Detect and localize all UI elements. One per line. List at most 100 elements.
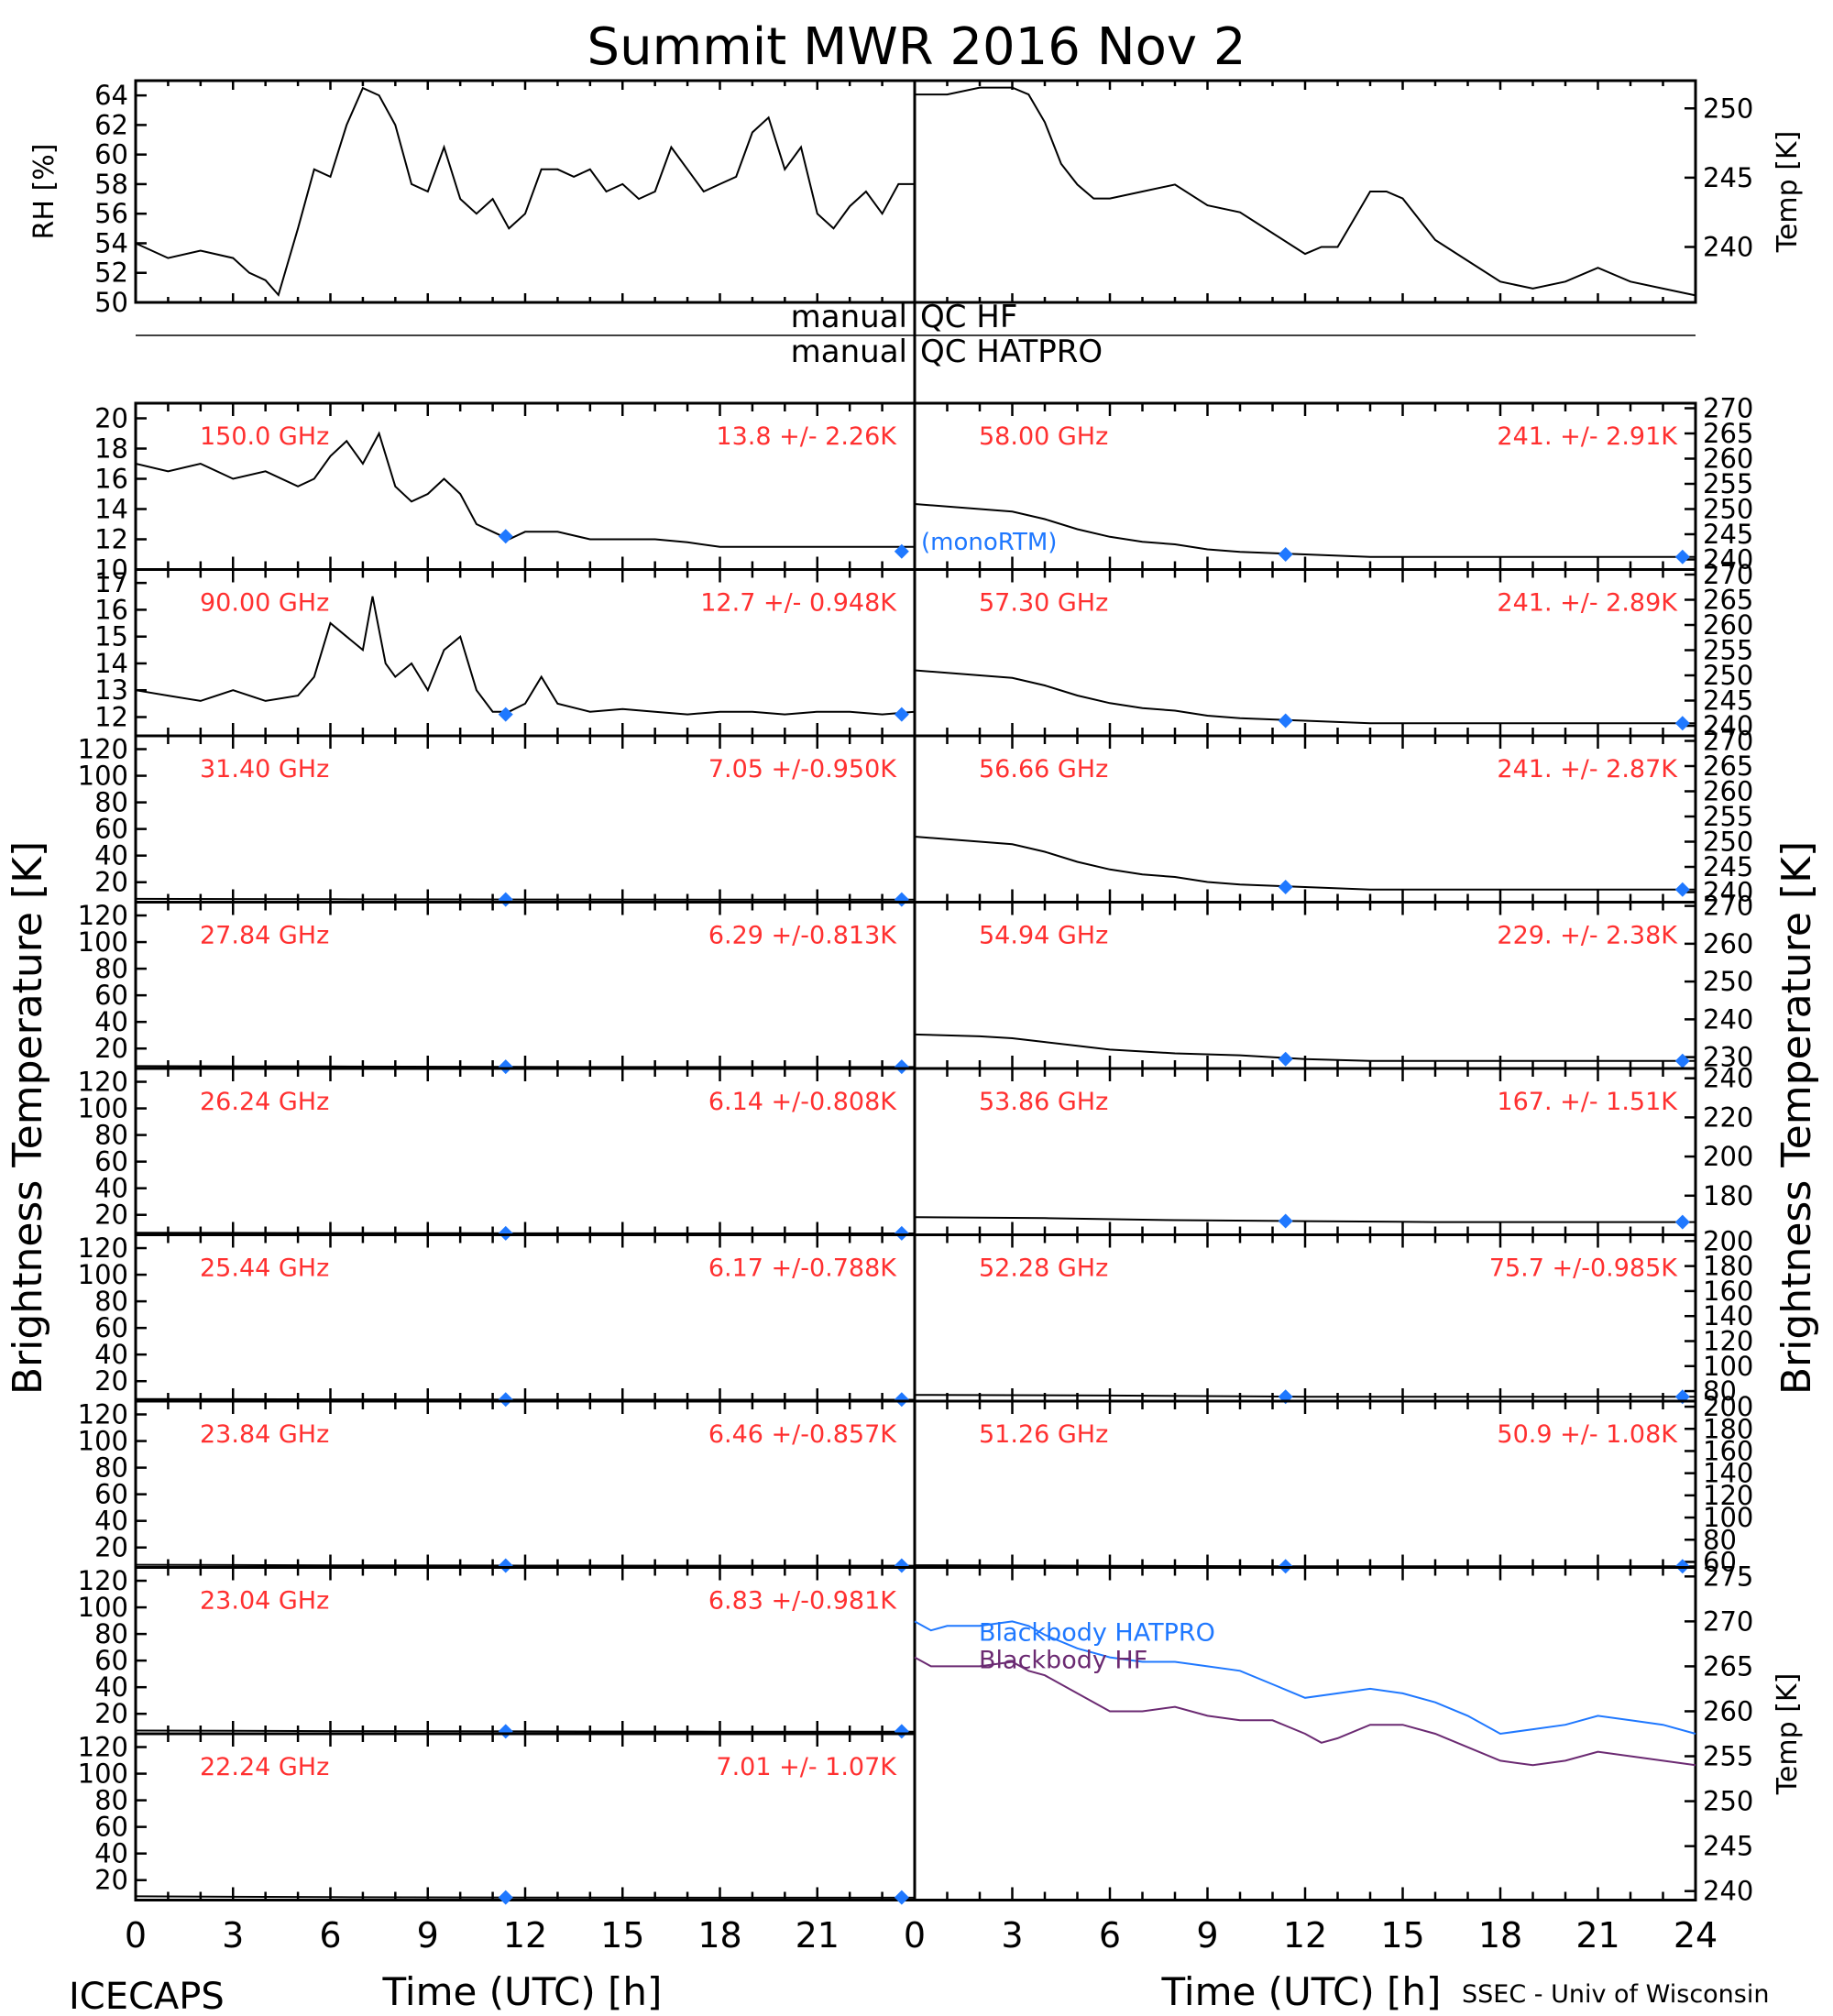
y-tick-label: 260 xyxy=(1703,776,1753,807)
y-tick-label: 100 xyxy=(78,1426,128,1457)
y-tick-label: 265 xyxy=(1703,751,1753,782)
monortm-marker xyxy=(894,707,909,722)
y-tick-label: 250 xyxy=(1703,1786,1753,1817)
y-tick-label: 12 xyxy=(94,702,128,733)
y-tick-label: 120 xyxy=(78,900,128,931)
x-tick-label: 21 xyxy=(796,1915,840,1956)
y-tick-label: 64 xyxy=(94,80,128,111)
footer-ssec: SSEC - Univ of Wisconsin xyxy=(1462,1980,1769,2009)
monortm-marker xyxy=(894,1059,909,1075)
qc-hf-manual: manual xyxy=(791,299,907,335)
y-axis-label: Temp [K] xyxy=(1772,1673,1804,1796)
monortm-marker xyxy=(894,1890,909,1905)
y-tick-label: 180 xyxy=(1703,1413,1753,1444)
x-tick-label: 24 xyxy=(1674,1915,1718,1956)
monortm-marker xyxy=(1278,1051,1293,1067)
y-tick-label: 250 xyxy=(1703,827,1753,858)
y-tick-label: 100 xyxy=(1703,1351,1753,1382)
monortm-marker xyxy=(1674,1053,1690,1068)
x-tick-label: 0 xyxy=(904,1915,926,1956)
channel-label: 56.66 GHz xyxy=(979,755,1108,783)
data-line xyxy=(914,1033,1696,1062)
qc-hatpro-manual: manual xyxy=(791,334,907,370)
y-tick-label: 270 xyxy=(1703,726,1753,757)
channel-stat: 6.46 +/-0.857K xyxy=(708,1420,897,1449)
y-tick-label: 40 xyxy=(94,1506,128,1537)
channel-stat: 241. +/- 2.91K xyxy=(1497,422,1678,451)
y-tick-label: 270 xyxy=(1703,1605,1753,1637)
y-tick-label: 220 xyxy=(1703,1101,1753,1133)
y-tick-label: 120 xyxy=(78,1565,128,1596)
y-tick-label: 40 xyxy=(94,1173,128,1204)
y-tick-label: 40 xyxy=(94,840,128,871)
data-line xyxy=(914,1216,1696,1223)
y-tick-label: 15 xyxy=(94,621,128,652)
y-tick-label: 270 xyxy=(1703,559,1753,590)
y-tick-label: 240 xyxy=(1703,877,1753,908)
panel-blackbody: 240 245 250 255 260 265 270 275 Temp [K] Blackbod… xyxy=(913,1561,1804,1907)
x-tick-label: 0 xyxy=(125,1915,147,1956)
y-tick-label: 80 xyxy=(1703,1375,1737,1407)
channel-label: 58.00 GHz xyxy=(979,422,1108,451)
channel-label: 51.26 GHz xyxy=(979,1420,1108,1449)
y-tick-label: 80 xyxy=(94,1120,128,1151)
y-tick-label: 100 xyxy=(78,1592,128,1623)
channel-stat: 6.14 +/-0.808K xyxy=(708,1088,897,1116)
y-tick-label: 58 xyxy=(94,169,128,200)
bt-ylabel-right: Brightness Temperature [K] xyxy=(1773,841,1820,1395)
channel-label: 90.00 GHz xyxy=(200,589,329,618)
y-tick-label: 60 xyxy=(94,1645,128,1676)
y-tick-label: 140 xyxy=(1703,1300,1753,1331)
y-tick-label: 100 xyxy=(78,1759,128,1790)
y-tick-label: 245 xyxy=(1703,1831,1753,1862)
channel-label: 23.84 GHz xyxy=(200,1420,329,1449)
channel-label: 22.24 GHz xyxy=(200,1753,329,1781)
monortm-marker xyxy=(498,529,513,544)
y-tick-label: 60 xyxy=(94,1812,128,1843)
y-tick-label: 230 xyxy=(1703,1042,1753,1073)
y-tick-label: 140 xyxy=(1703,1458,1753,1489)
x-tick-label: 12 xyxy=(1283,1915,1327,1956)
data-line xyxy=(135,596,916,716)
y-tick-label: 80 xyxy=(94,787,128,818)
y-tick-label: 40 xyxy=(94,1838,128,1869)
data-line xyxy=(914,503,1696,558)
y-tick-label: 100 xyxy=(1703,1502,1753,1533)
y-tick-label: 13 xyxy=(94,674,128,706)
y-tick-label: 120 xyxy=(78,734,128,765)
y-tick-label: 40 xyxy=(94,1671,128,1703)
y-tick-label: 240 xyxy=(1703,1876,1753,1907)
channel-label: 52.28 GHz xyxy=(979,1255,1108,1283)
x-tick-label: 15 xyxy=(600,1915,644,1956)
data-line xyxy=(135,86,915,297)
y-tick-label: 10 xyxy=(94,554,128,586)
y-tick-label: 54 xyxy=(94,227,128,258)
y-tick-label: 60 xyxy=(94,139,128,170)
monortm-marker xyxy=(1278,880,1293,894)
y-tick-label: 160 xyxy=(1703,1276,1753,1307)
channel-stat: 6.17 +/-0.788K xyxy=(708,1255,897,1283)
y-tick-label: 50 xyxy=(94,287,128,318)
data-line xyxy=(914,669,1696,725)
y-tick-label: 80 xyxy=(94,953,128,984)
channel-label: 31.40 GHz xyxy=(200,755,329,783)
monortm-marker xyxy=(1674,882,1690,897)
y-tick-label: 100 xyxy=(78,761,128,792)
y-tick-label: 60 xyxy=(94,1479,128,1510)
x-tick-label: 9 xyxy=(1196,1915,1218,1956)
series-line-hf xyxy=(914,1656,1696,1767)
y-tick-label: 120 xyxy=(78,1732,128,1763)
channel-stat: 229. +/- 2.38K xyxy=(1497,922,1678,950)
y-tick-label: 240 xyxy=(1703,544,1753,575)
legend-label: Blackbody HF xyxy=(979,1647,1147,1675)
y-tick-label: 17 xyxy=(94,567,128,598)
monortm-marker xyxy=(498,707,513,722)
channel-label: 27.84 GHz xyxy=(200,922,329,950)
channel-label: 54.94 GHz xyxy=(979,922,1108,950)
x-tick-label: 6 xyxy=(1099,1915,1121,1956)
channel-stat: 241. +/- 2.89K xyxy=(1497,589,1678,618)
y-tick-label: 80 xyxy=(1703,1524,1737,1555)
y-tick-label: 260 xyxy=(1703,928,1753,959)
y-tick-label: 20 xyxy=(94,1033,128,1064)
